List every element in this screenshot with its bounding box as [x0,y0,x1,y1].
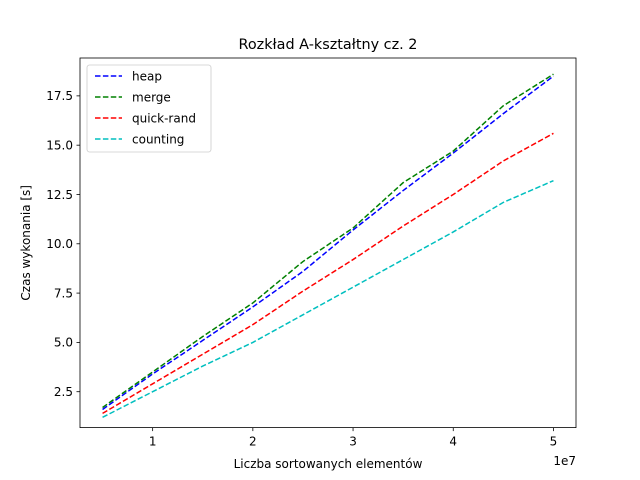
legend-label-merge: merge [132,90,171,104]
y-axis: 2.5 5.0 7.5 10.0 12.5 15.0 17.5 [46,89,80,399]
chart-title: Rozkład A-kształtny cz. 2 [239,37,418,53]
x-axis-offset-label: 1e7 [553,454,576,468]
y-tick-label: 2.5 [54,385,73,399]
x-axis: 1 2 3 4 5 [149,427,558,449]
plot-frame [79,57,577,429]
y-axis-label: Czas wykonania [s] [19,185,33,301]
x-tick-label: 5 [550,435,558,449]
legend-label-heap: heap [132,69,162,83]
x-axis-label: Liczba sortowanych elementów [234,457,423,471]
series-line-quick-rand [102,132,554,415]
x-tick-label: 3 [349,435,357,449]
series-line-counting [102,179,554,419]
y-tick-label: 17.5 [46,89,73,103]
y-tick-label: 12.5 [46,188,73,202]
y-tick-label: 7.5 [54,286,73,300]
series-line-merge [102,73,554,409]
x-tick-label: 1 [149,435,157,449]
legend-label-quick-rand: quick-rand [132,111,196,125]
x-tick-label: 2 [249,435,257,449]
legend: heap merge quick-rand counting [86,64,212,153]
y-tick-label: 15.0 [46,138,73,152]
plot-lines [102,73,554,419]
legend-items: heap merge quick-rand counting [95,69,196,146]
y-tick-label: 10.0 [46,237,73,251]
legend-box [86,64,212,153]
legend-label-counting: counting [132,132,184,146]
x-tick-label: 4 [449,435,457,449]
y-tick-label: 5.0 [54,336,73,350]
series-line-heap [102,75,554,411]
